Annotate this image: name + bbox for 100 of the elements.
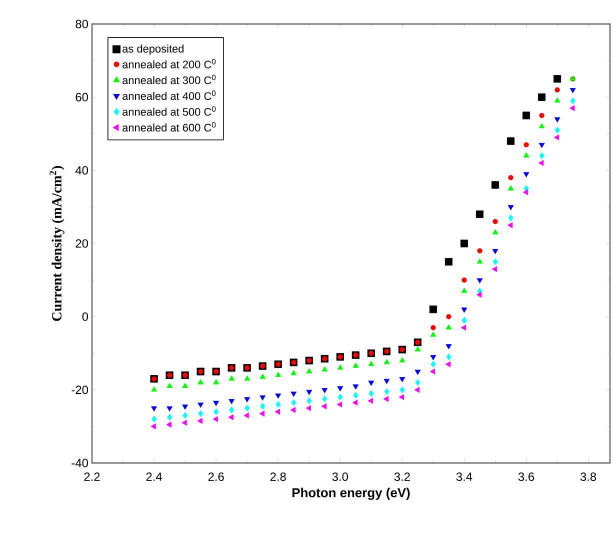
point [337,364,344,370]
point [553,75,562,83]
point [352,384,359,390]
point [522,189,528,196]
point [446,344,452,350]
point [414,346,421,352]
point [306,397,312,404]
point [244,397,250,402]
point [492,229,498,234]
point [244,404,250,412]
point [492,258,498,266]
point [352,400,358,406]
legend-label: as deposited [122,44,184,55]
y-tick-label: 20 [76,239,88,248]
point [353,392,358,399]
x-tick-label: 2.2 [84,472,100,481]
point [461,288,468,293]
point [491,181,500,189]
point [460,240,468,248]
point [228,414,234,420]
point [430,368,435,374]
point [400,386,405,394]
point [430,355,436,360]
point [151,386,157,392]
point [414,386,420,393]
point [430,332,436,337]
x-tick-label: 3.2 [394,472,410,481]
point [338,394,343,401]
x-tick-label: 3.6 [518,472,534,481]
point [539,152,544,160]
point [446,314,452,320]
point [430,325,436,330]
point [446,354,452,360]
point [228,406,234,414]
point [507,222,513,228]
point [492,218,498,224]
point [415,379,420,386]
point [306,405,311,412]
point [506,137,515,145]
y-tick-label: -40 [72,458,88,468]
point [554,134,560,140]
point [570,88,576,94]
point [368,398,373,404]
point [166,406,173,412]
point [460,324,466,331]
point [523,172,530,178]
legend-label: annealed at 300 C$^{0}$ [122,74,216,84]
y-tick-label: 80 [76,20,88,28]
point [290,392,297,397]
x-tick-label: 2.6 [208,472,224,481]
point [166,382,173,388]
point [182,420,187,426]
point [368,380,374,386]
point [213,379,220,384]
point [166,422,172,428]
point [198,379,204,384]
point [198,410,204,417]
point [291,399,296,406]
point [538,142,545,148]
point [244,412,249,418]
point [554,97,560,103]
point [384,388,390,396]
point [538,93,546,101]
point [368,360,374,366]
point [570,97,576,104]
point [477,248,482,254]
point [322,396,328,402]
point [383,396,388,402]
point [446,324,452,330]
point [569,105,575,112]
point [322,388,328,394]
point [260,402,266,410]
point [492,249,498,254]
point [212,416,218,422]
point [398,394,404,400]
point [290,406,296,413]
point [290,370,297,376]
point [399,377,406,382]
point [213,400,220,406]
point [429,306,437,314]
x-tick-label: 3.4 [456,472,472,481]
point [492,266,498,272]
point [321,403,326,410]
legend-label: annealed at 400 C$^{0}$ [122,90,216,100]
point [275,394,282,399]
point [538,160,544,166]
x-tick-label: 2.8 [270,472,286,481]
point [414,370,421,375]
point [476,258,483,264]
point [554,126,560,134]
point [213,408,219,416]
y-axis-title: Current density (mA/cm$^{2}$) [50,166,64,321]
point [384,359,390,364]
point [151,406,157,412]
point [198,402,204,408]
point [554,117,560,122]
point [352,362,359,368]
point [539,112,544,118]
point [508,175,514,180]
point [244,375,250,381]
